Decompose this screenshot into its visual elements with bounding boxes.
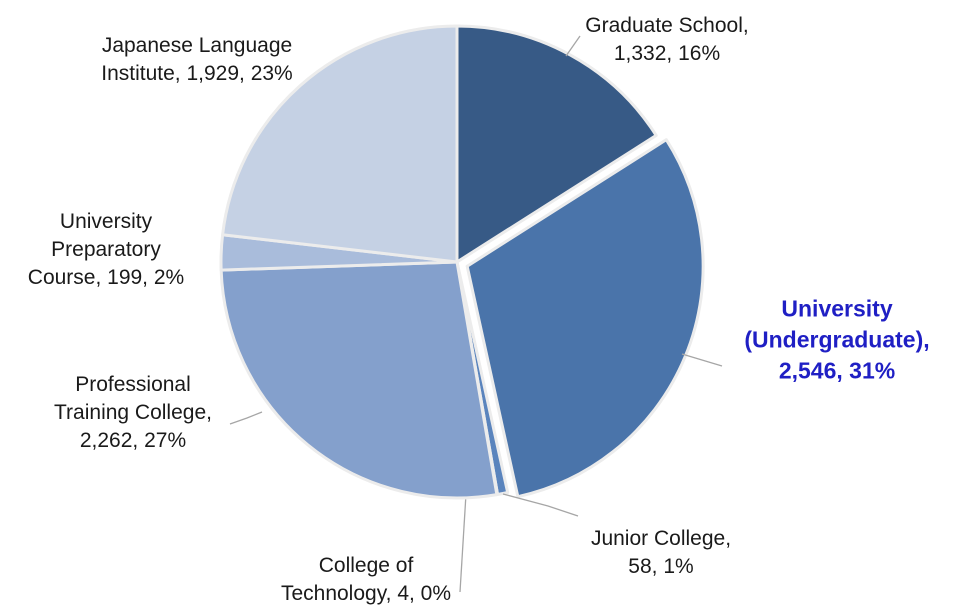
pie-slice xyxy=(455,24,658,264)
data-label: Graduate School, 1,332, 16% xyxy=(585,14,749,65)
data-label: University Preparatory Course, 199, 2% xyxy=(27,210,185,289)
data-label: Professional Training College, 2,262, 27… xyxy=(54,373,212,452)
page: {"chart_data": {"type": "pie", "labels":… xyxy=(27,14,930,605)
pie-slice xyxy=(221,24,459,264)
data-label: Junior College, 58, 1% xyxy=(590,527,732,578)
data-label: University (Undergraduate), 2,546, 31% xyxy=(744,295,930,384)
leader-line xyxy=(565,35,581,57)
leader-line xyxy=(681,353,723,367)
pie-slice xyxy=(465,138,705,499)
chart xyxy=(219,24,723,592)
data-label: College of Technology, 4, 0% xyxy=(280,554,452,605)
leader-line xyxy=(502,493,579,517)
pie-slice xyxy=(219,260,499,500)
leader-line xyxy=(229,411,263,425)
data-label: Japanese Language Institute, 1,929, 23% xyxy=(101,34,293,85)
leader-line xyxy=(459,493,467,592)
